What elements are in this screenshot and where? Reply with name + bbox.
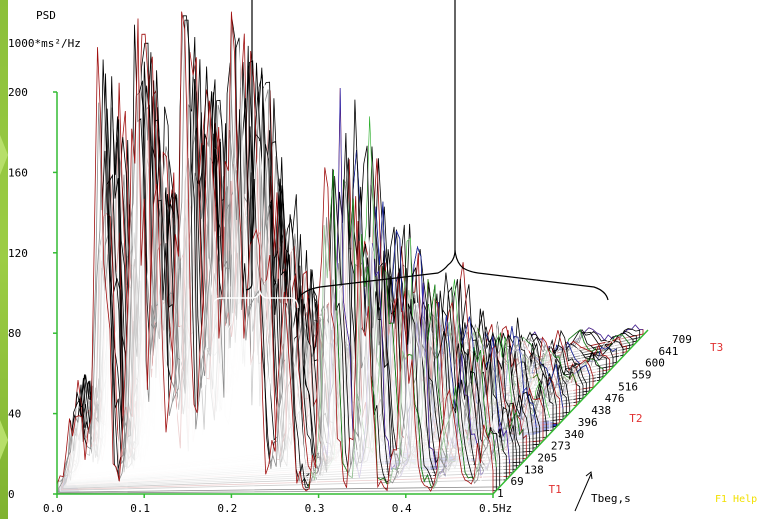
- spectrum-trace: [56, 11, 494, 495]
- marker-t2: T2: [629, 412, 642, 425]
- y-tick-label: 160: [8, 166, 28, 179]
- y-axis-units: 1000*ms²/Hz: [8, 37, 81, 50]
- depth-tick-label: 1: [497, 487, 504, 500]
- depth-tick-label: 138: [524, 463, 544, 476]
- depth-arrow-icon: [574, 473, 592, 512]
- depth-tick-label: 709: [672, 333, 692, 346]
- window-edge-bar: [0, 0, 8, 519]
- depth-tick-label: 600: [645, 357, 665, 370]
- x-tick-label: 0.2: [217, 502, 237, 515]
- depth-axis-label: Tbeg,s: [591, 492, 631, 505]
- depth-tick-label: 438: [591, 404, 611, 417]
- y-tick-label: 40: [8, 408, 21, 421]
- edge-notch: [0, 420, 8, 460]
- marker-t1: T1: [548, 483, 561, 496]
- y-tick-label: 120: [8, 247, 28, 260]
- depth-tick-label: 273: [551, 440, 571, 453]
- x-ticks: 0.0 0.1 0.2 0.3 0.4 0.5Hz: [43, 494, 512, 515]
- depth-tick-label: 69: [510, 475, 523, 488]
- depth-tick-label: 340: [564, 428, 584, 441]
- x-tick-label: 0.0: [43, 502, 63, 515]
- y-axis-title: PSD: [36, 9, 56, 22]
- depth-tick-label: 476: [605, 392, 625, 405]
- depth-tick-label: 396: [578, 416, 598, 429]
- depth-tick-label: 205: [537, 451, 557, 464]
- y-tick-label: 200: [8, 86, 28, 99]
- depth-tick-label: 516: [618, 380, 638, 393]
- y-tick-label: 80: [8, 327, 21, 340]
- x-tick-label: 0.3: [305, 502, 325, 515]
- axes: [56, 92, 649, 495]
- x-tick-label: 0.5Hz: [479, 502, 512, 515]
- y-tick-label: 0: [8, 488, 15, 501]
- callout-brackets: [213, 0, 609, 314]
- y-ticks: 0 40 80 120 160 200: [8, 86, 57, 501]
- depth-axis: [492, 329, 649, 495]
- arrow-head-icon: [585, 471, 593, 480]
- x-tick-label: 0.4: [392, 502, 412, 515]
- x-tick-label: 0.1: [130, 502, 150, 515]
- marker-t3: T3: [710, 341, 723, 354]
- edge-notch: [0, 135, 8, 175]
- help-hint[interactable]: F1 Help: [715, 494, 757, 505]
- depth-tick-label: 641: [659, 345, 679, 358]
- depth-tick-label: 559: [632, 369, 652, 382]
- spectral-surface: [56, 11, 644, 495]
